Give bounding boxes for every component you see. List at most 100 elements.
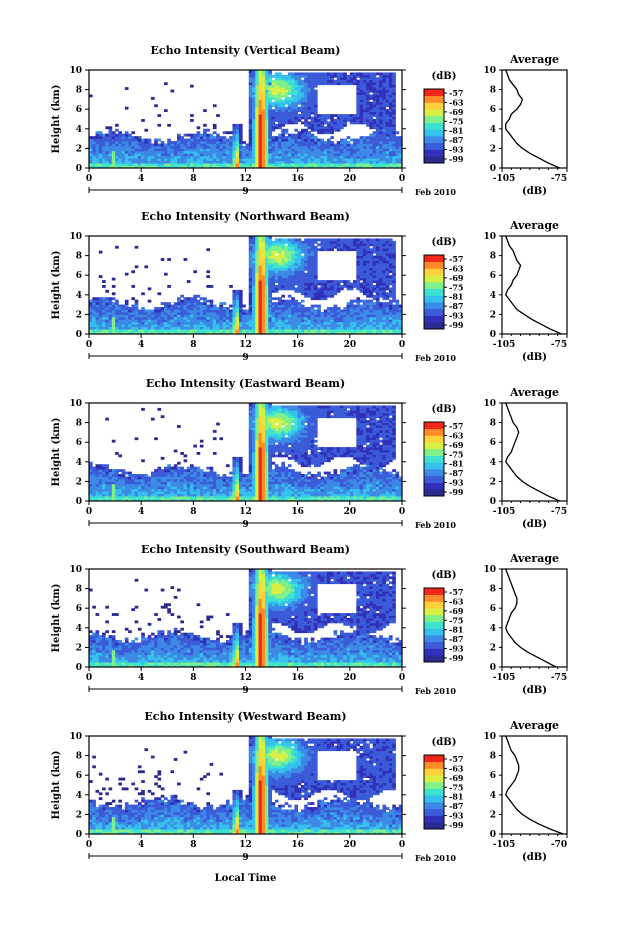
heatmap-cell: [131, 322, 135, 325]
heatmap-cell: [252, 72, 256, 75]
heatmap-cell: [389, 119, 393, 122]
heatmap-cell: [144, 156, 148, 159]
heatmap-cell: [102, 479, 106, 482]
heatmap-cell: [395, 310, 399, 313]
heatmap-cell: [226, 307, 230, 310]
heatmap-cell: [317, 72, 321, 75]
heatmap-cell: [236, 139, 240, 142]
heatmap-cell: [92, 481, 96, 484]
heatmap-cell: [184, 151, 188, 154]
heatmap-cell: [369, 85, 373, 88]
heatmap-cell: [115, 307, 119, 310]
heatmap-cell: [265, 109, 269, 112]
heatmap-cell: [301, 241, 305, 244]
heatmap-cell: [154, 161, 158, 164]
heatmap-cell: [141, 119, 145, 122]
heatmap-cell: [376, 126, 380, 129]
heatmap-cell: [255, 77, 259, 80]
heatmap-cell: [109, 156, 113, 159]
heatmap-cell: [285, 82, 289, 85]
heatmap-cell: [268, 307, 272, 310]
heatmap-cell: [92, 153, 96, 156]
heatmap-cell: [272, 75, 276, 78]
heatmap-cell: [125, 484, 129, 487]
heatmap-cell: [386, 146, 390, 149]
heatmap-cell: [213, 136, 217, 139]
heatmap-cell: [307, 287, 311, 290]
heatmap-cell: [203, 324, 207, 327]
heatmap-cell: [314, 144, 318, 147]
heatmap-cell: [255, 158, 259, 161]
heatmap-cell: [392, 263, 396, 266]
heatmap-cell: [311, 136, 315, 139]
heatmap-cell: [125, 477, 129, 480]
heatmap-cell: [148, 146, 152, 149]
heatmap-cell: [363, 80, 367, 83]
heatmap-cell: [128, 151, 132, 154]
heatmap-cell: [138, 484, 142, 487]
heatmap-cell: [307, 158, 311, 161]
heatmap-cell: [259, 312, 263, 315]
heatmap-cell: [373, 151, 377, 154]
heatmap-cell: [177, 158, 181, 161]
heatmap-cell: [317, 327, 321, 330]
heatmap-cell: [102, 146, 106, 149]
heatmap-cell: [184, 258, 188, 261]
heatmap-cell: [363, 77, 367, 80]
heatmap-cell: [112, 163, 116, 166]
heatmap-cell: [373, 153, 377, 156]
heatmap-cell: [265, 248, 269, 251]
heatmap-cell: [298, 246, 302, 249]
heatmap-cell: [382, 270, 386, 273]
heatmap-cell: [392, 158, 396, 161]
heatmap-cell: [92, 329, 96, 332]
x-tick-label: 20: [344, 174, 357, 184]
heatmap-cell: [255, 82, 259, 85]
heatmap-cell: [340, 121, 344, 124]
heatmap-cell: [376, 275, 380, 278]
heatmap-cell: [298, 136, 302, 139]
heatmap-cell: [262, 292, 266, 295]
heatmap-cell: [275, 119, 279, 122]
heatmap-cell: [363, 317, 367, 320]
heatmap-cell: [164, 144, 168, 147]
x-tick-label: 0: [399, 340, 405, 350]
heatmap-cell: [285, 307, 289, 310]
heatmap-cell: [304, 322, 308, 325]
heatmap-cell: [376, 278, 380, 281]
heatmap-cell: [200, 297, 204, 300]
heatmap-cell: [327, 246, 331, 249]
heatmap-cell: [288, 112, 292, 115]
heatmap-cell: [184, 472, 188, 475]
heatmap-cell: [141, 141, 145, 144]
heatmap-cell: [112, 324, 116, 327]
heatmap-cell: [392, 261, 396, 264]
heatmap-cell: [317, 297, 321, 300]
heatmap-cell: [118, 484, 122, 487]
heatmap-cell: [252, 258, 256, 261]
heatmap-cell: [298, 275, 302, 278]
heatmap-cell: [144, 327, 148, 330]
heatmap-cell: [298, 268, 302, 271]
heatmap-cell: [138, 481, 142, 484]
heatmap-cell: [262, 124, 266, 127]
heatmap-cell: [193, 151, 197, 154]
heatmap-cell: [386, 278, 390, 281]
heatmap-cell: [317, 126, 321, 129]
heatmap-cell: [301, 314, 305, 317]
heatmap-cell: [350, 327, 354, 330]
heatmap-cell: [324, 72, 328, 75]
heatmap-cell: [285, 75, 289, 78]
heatmap-cell: [272, 129, 276, 132]
heatmap-cell: [187, 148, 191, 151]
heatmap-cell: [386, 248, 390, 251]
heatmap-cell: [366, 124, 370, 127]
heatmap-cell: [96, 474, 100, 477]
heatmap-cell: [327, 238, 331, 241]
heatmap-cell: [268, 263, 272, 266]
heatmap-cell: [379, 307, 383, 310]
heatmap-cell: [99, 307, 103, 310]
heatmap-cell: [265, 148, 269, 151]
heatmap-cell: [109, 141, 113, 144]
heatmap-cell: [154, 104, 158, 107]
